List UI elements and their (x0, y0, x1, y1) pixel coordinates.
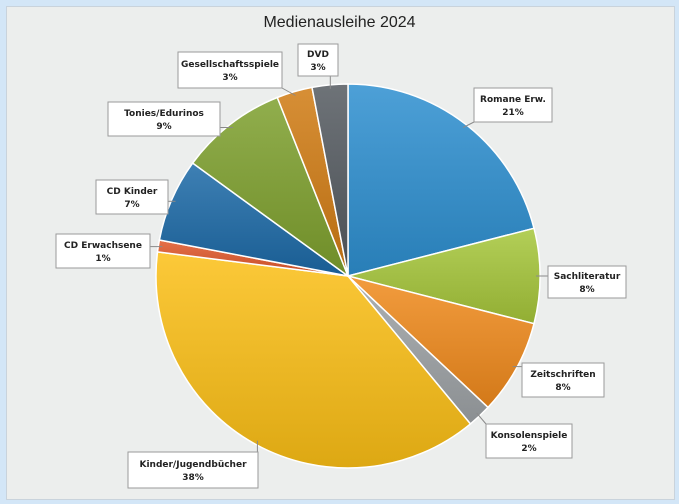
slice-percent: 3% (310, 63, 325, 73)
slice-label: CD Erwachsene (64, 241, 142, 251)
slice-percent: 9% (156, 122, 171, 132)
data-label-box (55, 233, 151, 269)
slice-percent: 1% (95, 254, 110, 264)
data-label-box (107, 101, 221, 137)
slice-percent: 8% (579, 285, 594, 295)
slice-label: Zeitschriften (530, 370, 595, 380)
data-label-box (127, 451, 259, 489)
chart-title: Medienausleihe 2024 (263, 14, 416, 31)
data-label-box (177, 51, 283, 89)
slice-percent: 3% (222, 73, 237, 83)
slice-label: Tonies/Edurinos (124, 109, 204, 119)
leader-line (281, 87, 296, 96)
pie-slice-kinder-jugendb-cher (155, 251, 472, 469)
slice-label: Kinder/Jugendbücher (139, 460, 247, 470)
data-label-box (95, 179, 169, 215)
slice-label: Romane Erw. (480, 95, 546, 105)
slice-percent: 8% (555, 383, 570, 393)
data-label-box (547, 265, 627, 299)
slice-label: Sachliteratur (554, 272, 621, 282)
leader-line (462, 121, 475, 128)
pie-slice-romane-erw- (347, 83, 535, 277)
data-label-box (485, 423, 573, 459)
slice-label: DVD (307, 50, 329, 60)
leader-line (476, 412, 487, 425)
slice-percent: 2% (521, 444, 536, 454)
slice-label: Gesellschaftsspiele (181, 60, 279, 70)
data-label-box (473, 87, 553, 123)
pie-slice-zeitschriften (347, 275, 535, 409)
pie-slice-tonies-edurinos (191, 96, 350, 279)
slice-percent: 21% (502, 108, 524, 118)
slice-percent: 38% (182, 473, 204, 483)
slice-label: Konsolenspiele (491, 431, 568, 441)
data-label-box (297, 43, 339, 77)
slice-label: CD Kinder (107, 187, 158, 197)
data-label-box (521, 362, 605, 398)
slice-percent: 7% (124, 200, 139, 210)
